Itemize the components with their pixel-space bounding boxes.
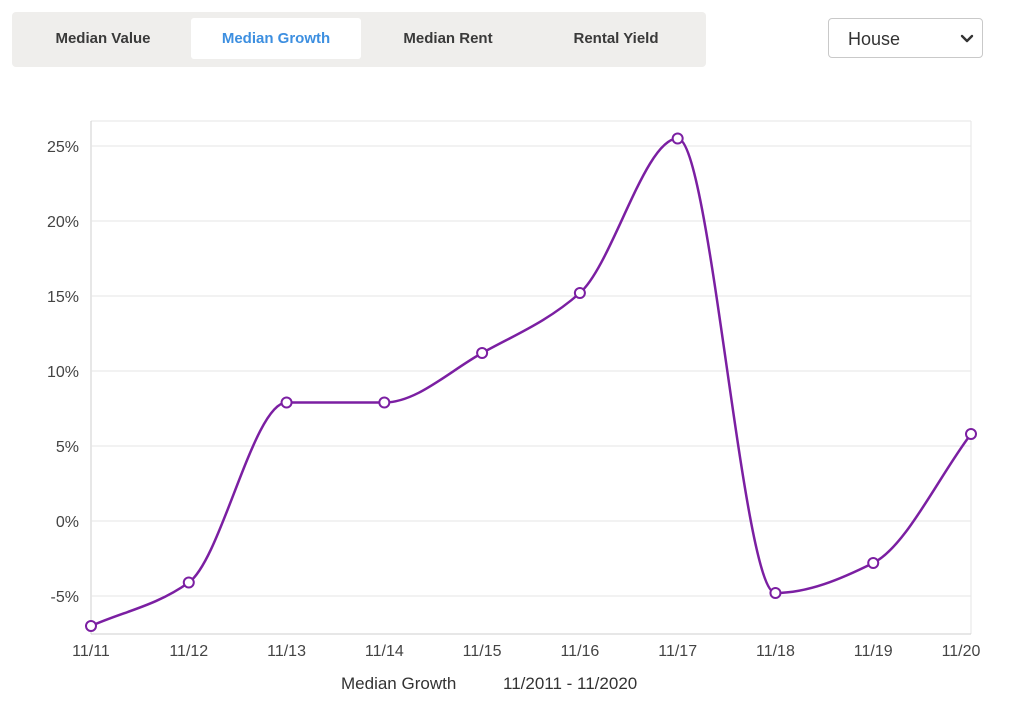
- chart-series-label: Median Growth: [341, 674, 457, 693]
- tab-median-rent[interactable]: Median Rent: [403, 30, 493, 47]
- chevron-down-icon: [960, 34, 974, 43]
- data-point: [378, 396, 391, 409]
- tab-median-growth[interactable]: Median Growth: [191, 18, 361, 59]
- series-line: [90, 137, 972, 628]
- x-tick-label: 11/20: [942, 643, 981, 660]
- x-tick-label: 11/15: [463, 643, 502, 660]
- data-point: [671, 132, 684, 145]
- x-tick-label: 11/13: [267, 643, 306, 660]
- property-type-select[interactable]: House: [828, 18, 983, 58]
- x-tick-label: 11/11: [72, 643, 110, 660]
- metric-tab-bar: Median Value Median Growth Median Rent R…: [12, 12, 706, 67]
- y-tick-label: 0%: [56, 514, 79, 531]
- y-tick-label: 10%: [47, 364, 79, 381]
- property-type-value: House: [848, 29, 901, 49]
- data-point: [573, 287, 586, 299]
- x-tick-label: 11/19: [854, 643, 893, 660]
- chart-range-label: 11/2011 - 11/2020: [503, 674, 638, 693]
- y-tick-label: -5%: [51, 589, 79, 606]
- tab-rental-yield[interactable]: Rental Yield: [573, 30, 659, 47]
- x-tick-label: 11/17: [658, 643, 697, 660]
- data-point: [280, 396, 293, 409]
- y-tick-label: 25%: [47, 139, 79, 156]
- data-point: [476, 347, 489, 359]
- x-tick-label: 11/16: [560, 643, 599, 660]
- x-tick-label: 11/18: [756, 643, 795, 660]
- x-tick-label: 11/12: [169, 643, 208, 660]
- data-point: [867, 557, 880, 569]
- x-tick-label: 11/14: [365, 643, 404, 660]
- data-point: [85, 620, 97, 632]
- tab-median-value[interactable]: Median Value: [55, 30, 151, 47]
- data-point: [769, 587, 782, 599]
- data-point: [182, 576, 195, 589]
- y-tick-label: 20%: [47, 214, 79, 231]
- data-point: [965, 428, 977, 440]
- y-tick-label: 15%: [47, 289, 79, 306]
- y-tick-label: 5%: [56, 439, 79, 456]
